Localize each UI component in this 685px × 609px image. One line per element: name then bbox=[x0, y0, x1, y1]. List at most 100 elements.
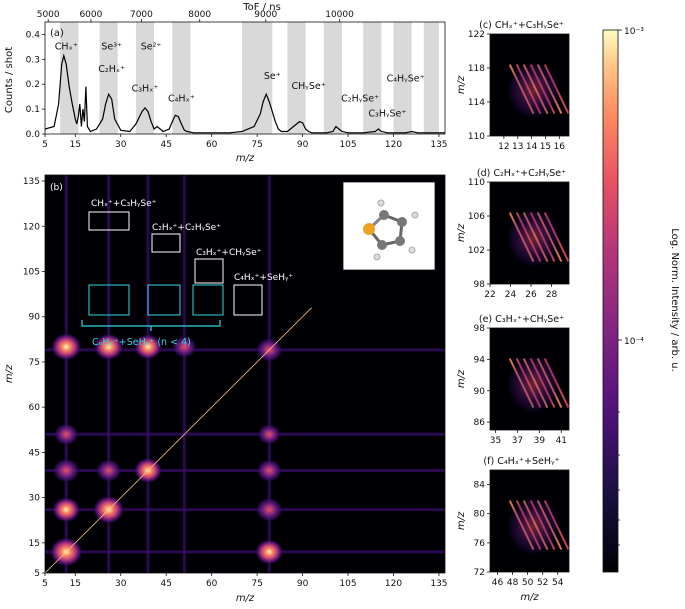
coincidence-blob bbox=[95, 458, 122, 483]
zoom-y-axis-label: m/z bbox=[456, 511, 467, 530]
peak-label: Se³⁺ bbox=[101, 41, 122, 52]
x-tick-label: 12 bbox=[498, 142, 509, 152]
y-tick-label: 60 bbox=[29, 403, 41, 413]
x-tick-label: 30 bbox=[115, 579, 127, 589]
zoom-panel-title: (d) C₂Hₓ⁺+C₂HᵧSe⁺ bbox=[477, 168, 566, 179]
y-tick-label: 75 bbox=[29, 358, 40, 368]
x-tick-label: 16 bbox=[554, 142, 566, 152]
coincidence-blob bbox=[52, 458, 81, 483]
peak-label: CHᵧSe⁺ bbox=[292, 81, 326, 92]
coincidence-blob bbox=[257, 423, 282, 445]
shaded-region-4 bbox=[241, 22, 273, 134]
peak-label: C₃Hₓ⁺ bbox=[132, 84, 159, 95]
peak-label: Se⁺ bbox=[264, 71, 281, 82]
coincidence-blob bbox=[254, 538, 284, 566]
annotation-cnh-sehy: CₙHₓ⁺+SeHᵧ⁺ (n < 4) bbox=[92, 337, 191, 348]
y-tick-label: 135 bbox=[23, 177, 40, 187]
x-tick-label: 105 bbox=[339, 579, 356, 589]
y-axis-label: Counts / shot bbox=[4, 47, 15, 113]
box-c2h-c2hyse bbox=[151, 233, 181, 253]
peak-label: C₂Hₓ⁺ bbox=[98, 64, 125, 75]
x-axis-label: m/z bbox=[236, 153, 255, 164]
coincidence-blob bbox=[255, 497, 284, 523]
x-tick-label: 28 bbox=[546, 290, 558, 300]
shaded-regions bbox=[60, 22, 439, 134]
box-ch-c3hyse bbox=[88, 211, 130, 231]
colorbar-label: Log. Norm. Intensity / arb. u. bbox=[669, 228, 680, 372]
x-tick-label: 24 bbox=[505, 290, 517, 300]
x-tick-label: 39 bbox=[534, 436, 546, 446]
x-tick-label: 60 bbox=[206, 140, 218, 150]
y-tick-label: 0.4 bbox=[26, 30, 41, 40]
x-tick-label: 54 bbox=[552, 578, 564, 588]
zoom-panel-frame bbox=[489, 181, 570, 285]
peak-label: Se²⁺ bbox=[141, 41, 162, 52]
x-tick-label: 120 bbox=[385, 140, 402, 150]
x-tick-label: 48 bbox=[507, 578, 519, 588]
zoom-panels: (c) CHₓ⁺+C₃HᵧSe⁺ 12 13 14 15 16 110 114 118 122 m/… bbox=[456, 20, 570, 603]
y-tick-label: 86 bbox=[474, 418, 486, 428]
streak-glow bbox=[505, 353, 562, 415]
peak-label: C₂HᵧSe⁺ bbox=[341, 94, 379, 105]
y-tick-label: 118 bbox=[468, 64, 485, 74]
panel-b-frame bbox=[44, 174, 446, 574]
zoom-y-axis-label: m/z bbox=[456, 75, 467, 94]
x-tick-label: 41 bbox=[556, 436, 567, 446]
y-tick-label: 0.1 bbox=[26, 105, 40, 115]
zoom-x-axis-label: m/z bbox=[520, 592, 539, 603]
x-tick-label: 13 bbox=[512, 142, 523, 152]
zoom-panel-title: (c) CHₓ⁺+C₃HᵧSe⁺ bbox=[479, 20, 564, 31]
shaded-region-7 bbox=[363, 22, 382, 134]
annotation-c3h-chyse: C₃Hₓ⁺+CHᵧSe⁺ bbox=[196, 248, 262, 258]
x-tick-label: 30 bbox=[115, 140, 127, 150]
x-tick-label: 15 bbox=[70, 140, 81, 150]
shaded-region-3 bbox=[172, 22, 191, 134]
y-tick-label: 5 bbox=[34, 569, 40, 579]
spectrum-line bbox=[44, 53, 445, 134]
peak-labels: CHₓ⁺ Se³⁺ Se²⁺ C₂Hₓ⁺ C₃Hₓ⁺ C₄Hₓ⁺ Se⁺ CHᵧSe⁺ C₄Hᵧ… bbox=[55, 41, 425, 119]
panel-label-b: (b) bbox=[50, 183, 63, 193]
y-axis-label: m/z bbox=[4, 364, 15, 383]
peak-label: C₃HᵧSe⁺ bbox=[368, 109, 406, 120]
zoom-panel-d: (d) C₂Hₓ⁺+C₂HᵧSe⁺ 22 24 26 28 98 102 106 110 m/z bbox=[456, 168, 570, 300]
top-tick-label: 8000 bbox=[188, 10, 211, 20]
x-ticks: 5 15 30 45 60 75 90 105 120 135 bbox=[42, 573, 448, 589]
y-tick-label: 110 bbox=[468, 132, 485, 142]
streak-glow bbox=[505, 207, 562, 269]
y-tick-label: 0.0 bbox=[26, 130, 41, 140]
y-tick-label: 98 bbox=[474, 280, 486, 290]
y-tick-label: 102 bbox=[468, 246, 485, 256]
peak-label: CHₓ⁺ bbox=[55, 41, 78, 52]
peak-label: C₄Hₓ⁺ bbox=[168, 94, 195, 105]
x-tick-label: 22 bbox=[484, 290, 495, 300]
y-ticks: 0.0 0.1 0.2 0.3 0.4 bbox=[26, 30, 45, 140]
top-tick-label: 9000 bbox=[254, 10, 277, 20]
x-tick-label: 45 bbox=[160, 140, 171, 150]
top-axis-label: ToF / ns bbox=[242, 2, 281, 13]
shaded-region-8 bbox=[393, 22, 412, 134]
x-tick-label: 46 bbox=[492, 578, 504, 588]
top-tick-label: 7000 bbox=[130, 10, 153, 20]
y-tick-label: 0.2 bbox=[26, 80, 40, 90]
annotation-c2h-c2hyse: C₂Hₓ⁺+C₂HᵧSe⁺ bbox=[152, 223, 221, 233]
y-tick-label: 45 bbox=[29, 448, 40, 458]
y-tick-label: 15 bbox=[29, 539, 40, 549]
y-tick-label: 105 bbox=[23, 267, 40, 277]
coincidence-blob bbox=[133, 333, 163, 361]
zoom-panel-f: (f) C₄Hₓ⁺+SeHᵧ⁺ 46 48 50 52 54 72 76 80 84 m/z m/z bbox=[456, 456, 570, 603]
shaded-region-5 bbox=[287, 22, 306, 134]
y-tick-label: 90 bbox=[474, 387, 486, 397]
cyan-box-1 bbox=[88, 284, 130, 316]
shaded-region-0 bbox=[60, 22, 79, 134]
x-tick-label: 15 bbox=[70, 579, 81, 589]
y-tick-label: 0.3 bbox=[26, 55, 40, 65]
x-tick-label: 90 bbox=[297, 579, 309, 589]
coincidence-blob bbox=[51, 496, 81, 523]
x-tick-label: 75 bbox=[251, 140, 262, 150]
annotation-c4h-sehy: C₄Hₓ⁺+SeHᵧ⁺ bbox=[234, 273, 293, 283]
zoom-panel-e: (e) C₃Hₓ⁺+CHᵧSe⁺ 35 37 39 41 86 90 94 98 m/z bbox=[456, 314, 570, 446]
x-axis-label: m/z bbox=[236, 593, 255, 604]
y-tick-label: 110 bbox=[468, 178, 485, 188]
coincidence-blob bbox=[53, 422, 79, 446]
